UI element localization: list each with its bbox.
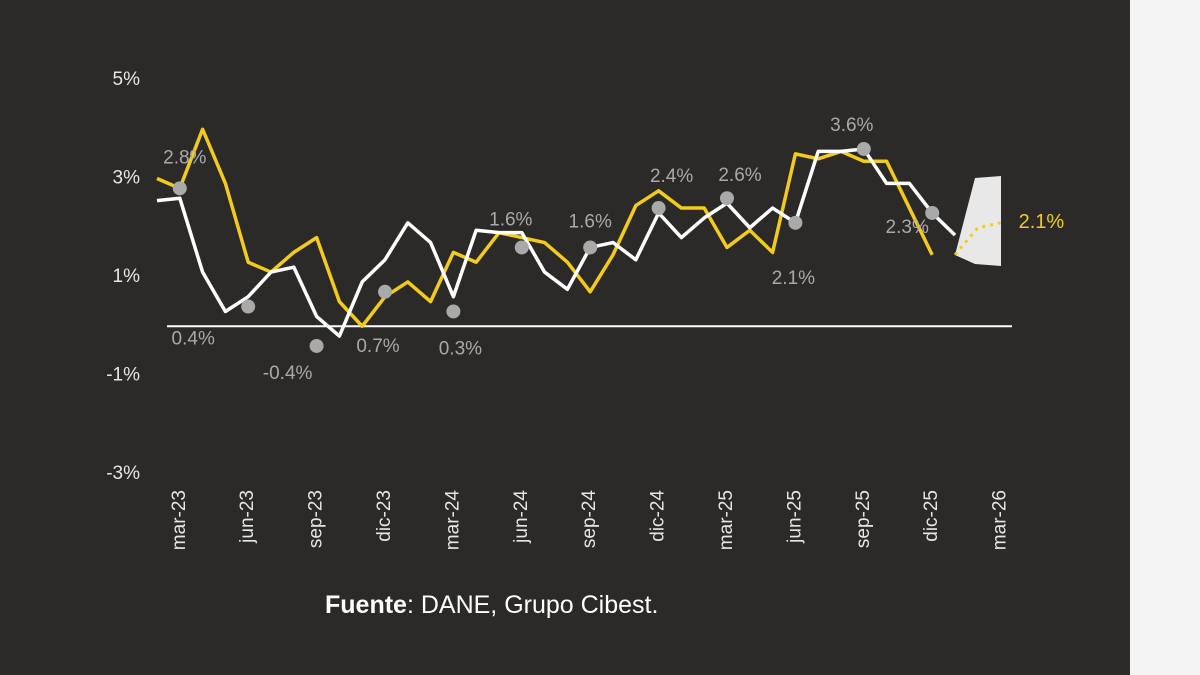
data-label: 2.4% [650, 166, 693, 187]
y-tick-label: 1% [113, 266, 141, 287]
marker [309, 338, 324, 353]
marker [241, 299, 256, 314]
x-tick-label: mar-26 [990, 490, 1011, 550]
source-text: : DANE, Grupo Cibest. [407, 591, 658, 619]
background [0, 0, 1130, 675]
x-tick-label: sep-23 [306, 490, 327, 548]
data-label: 2.1% [772, 268, 815, 289]
source: Fuente: DANE, Grupo Cibest. [325, 591, 658, 619]
plot: 5% 3% 1% -1% -3% mar-23 jun-23 sep-23 dic-23 mar-… [106, 69, 1064, 550]
marker [378, 284, 392, 299]
x-tick-label: sep-25 [853, 490, 874, 548]
marker [172, 181, 187, 196]
marker [925, 205, 940, 220]
marker [651, 201, 666, 216]
y-tick-label: -1% [106, 365, 140, 386]
data-label: 0.7% [356, 336, 399, 357]
y-tick-label: -3% [106, 463, 140, 484]
data-label: 2.6% [718, 165, 761, 186]
source-label: Fuente [325, 591, 407, 619]
y-tick-label: 3% [113, 168, 141, 189]
series-line [953, 221, 1001, 256]
y-tick-label: 5% [113, 69, 141, 90]
x-tick-label: mar-25 [716, 490, 737, 550]
marker [720, 191, 734, 206]
x-tick-label: jun-24 [511, 490, 532, 544]
data-label: 3.6% [830, 115, 873, 136]
marker [514, 240, 529, 255]
x-tick-label: dic-23 [374, 490, 395, 542]
x-tick-label: mar-24 [442, 490, 463, 551]
series-line [156, 127, 934, 328]
data-label: 2.1% [1019, 211, 1065, 233]
x-tick-label: sep-24 [579, 490, 600, 549]
data-label: 0.4% [172, 329, 215, 350]
data-label: 0.3% [439, 338, 482, 359]
data-label: 2.8% [163, 147, 206, 168]
x-tick-label: mar-23 [169, 490, 190, 550]
data-label: 2.3% [886, 217, 929, 238]
marker [583, 240, 598, 255]
x-tick-label: jun-25 [784, 490, 805, 544]
data-label: 1.6% [489, 209, 532, 230]
series-line [156, 147, 957, 338]
x-tick-label: jun-23 [237, 490, 258, 544]
data-label: -0.4% [263, 363, 313, 384]
x-tick-label: dic-24 [648, 490, 669, 542]
side-band [1130, 0, 1200, 675]
x-tick-label: dic-25 [921, 490, 942, 542]
marker [788, 215, 803, 230]
data-label: 1.6% [569, 211, 612, 232]
marker [446, 304, 461, 319]
marker [856, 141, 871, 156]
